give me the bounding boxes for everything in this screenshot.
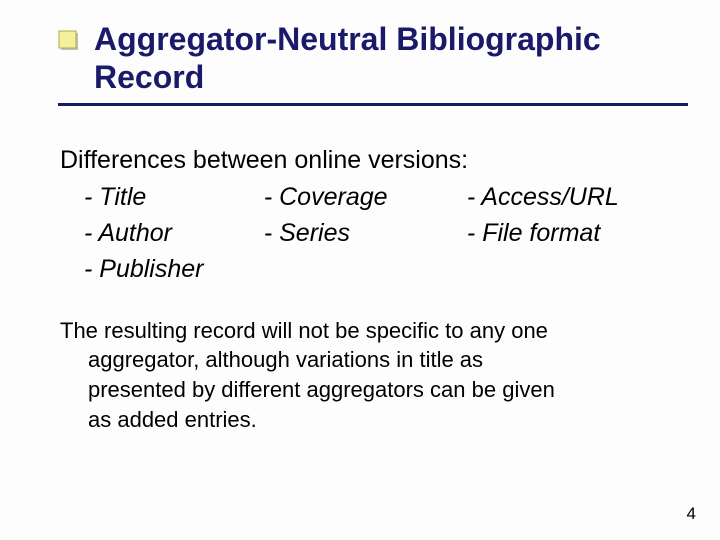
item-title: - Title	[84, 179, 264, 215]
item-access-url: - Access/URL	[467, 179, 670, 215]
paragraph: The resulting record will not be specifi…	[60, 316, 670, 435]
lead-text: Differences between online versions:	[60, 146, 670, 175]
title-underline	[58, 103, 688, 106]
paragraph-line: presented by different aggregators can b…	[60, 375, 670, 405]
item-author: - Author	[84, 215, 264, 251]
column-3: - Access/URL - File format	[467, 179, 670, 288]
page-number: 4	[687, 504, 696, 524]
paragraph-line: aggregator, although variations in title…	[60, 345, 670, 375]
slide: Aggregator-Neutral Bibliographic Record …	[0, 0, 720, 540]
column-1: - Title - Author - Publisher	[60, 179, 264, 288]
item-publisher: - Publisher	[84, 251, 264, 287]
square-bullet-icon	[58, 30, 80, 52]
slide-title: Aggregator-Neutral Bibliographic Record	[94, 20, 690, 97]
item-coverage: - Coverage	[264, 179, 467, 215]
item-series: - Series	[264, 215, 467, 251]
paragraph-line: The resulting record will not be specifi…	[60, 318, 548, 343]
content-area: Differences between online versions: - T…	[30, 146, 690, 435]
item-file-format: - File format	[467, 215, 670, 251]
title-block: Aggregator-Neutral Bibliographic Record	[30, 20, 690, 97]
columns: - Title - Author - Publisher - Coverage …	[60, 179, 670, 288]
paragraph-line: as added entries.	[60, 405, 670, 435]
column-2: - Coverage - Series	[264, 179, 467, 288]
